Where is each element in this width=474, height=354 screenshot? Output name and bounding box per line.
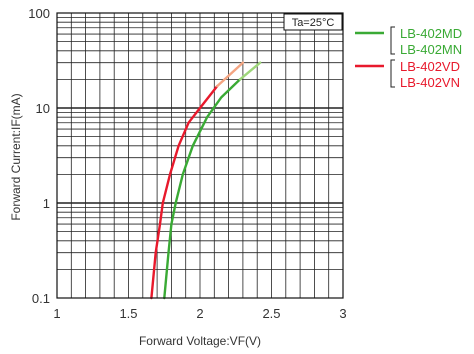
annotation-text: Ta=25°C [292, 17, 335, 29]
y-tick-labels: 0.1 1 10 100 [28, 6, 50, 306]
series-line-1 [163, 78, 242, 300]
grid [57, 13, 343, 298]
y-tick-label: 100 [28, 6, 50, 21]
x-tick-label: 3 [339, 306, 346, 321]
legend-bracket-1 [390, 26, 395, 55]
x-axis-label: Forward Voltage:VF(V) [139, 334, 261, 348]
curves [150, 61, 262, 300]
legend-bracket-2 [390, 59, 395, 88]
legend-label: LB-402VN [400, 75, 460, 90]
series-line-2 [150, 84, 219, 300]
plot-frame [56, 12, 344, 299]
annotation-box [283, 13, 343, 31]
y-tick-label: 1 [43, 196, 50, 211]
series-line-tip-1 [238, 61, 262, 81]
x-tick-label: 1 [53, 306, 60, 321]
legend-label: LB-402MN [400, 42, 462, 57]
x-tick-label: 2.5 [262, 306, 280, 321]
x-tick-labels: 1 1.5 2 2.5 3 [53, 306, 346, 321]
y-tick-label: 10 [36, 101, 50, 116]
legend-label: LB-402VD [400, 59, 460, 74]
y-tick-label: 0.1 [32, 291, 50, 306]
y-axis-label: Forward Current:IF(mA) [9, 93, 23, 220]
x-tick-label: 2 [196, 306, 203, 321]
series-line-tip-2 [216, 61, 245, 88]
legend-label: LB-402MD [400, 26, 462, 41]
x-tick-label: 1.5 [119, 306, 137, 321]
